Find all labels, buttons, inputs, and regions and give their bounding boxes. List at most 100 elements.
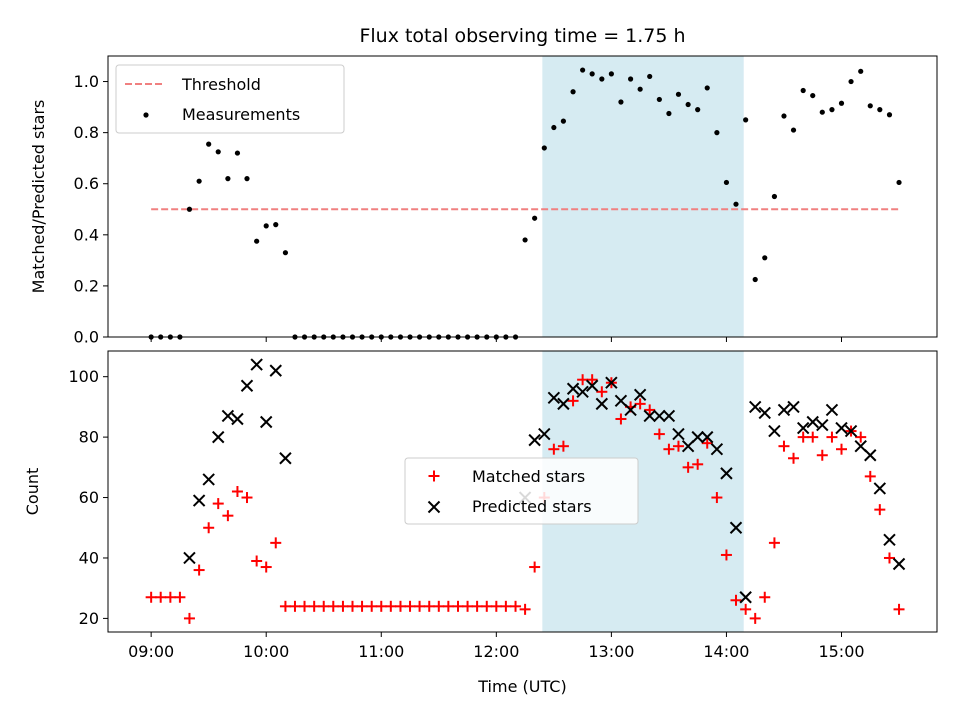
predicted-star-point (605, 376, 618, 389)
bottom-y-tick-label: 20 (79, 609, 99, 628)
bottom-y-axis-label: Count (23, 468, 42, 516)
bottom-y-ticks: 20 40 60 80 100 (68, 367, 108, 628)
matched-star-point (308, 600, 320, 612)
bottom-y-tick-label: 80 (79, 428, 99, 447)
measurement-point (886, 112, 893, 118)
legend-predicted-swatch (427, 500, 441, 514)
measurement-point (254, 238, 260, 244)
measurement-point (810, 92, 816, 99)
legend-measurements-swatch (143, 112, 149, 118)
matched-star-point (251, 555, 263, 567)
predicted-star-point (566, 382, 580, 395)
matched-star-point (720, 549, 732, 561)
x-tick-label: 13:00 (588, 642, 634, 661)
matched-star-point (241, 492, 253, 504)
matched-star-point (404, 600, 416, 612)
x-axis-label: Time (UTC) (477, 677, 566, 696)
predicted-star-point (614, 394, 628, 408)
measurement-point (896, 179, 902, 186)
predicted-star-point (240, 379, 254, 392)
matched-star-point (394, 600, 406, 612)
matched-star-point (222, 510, 234, 522)
bottom-plot-frame (107, 350, 938, 633)
legend-predicted-label: Predicted stars (472, 497, 592, 516)
measurement-point (704, 85, 710, 91)
x-tick-label: 10:00 (243, 642, 289, 661)
matched-star-point (414, 600, 426, 612)
matched-star-point (145, 591, 157, 603)
predicted-star-point (279, 452, 292, 465)
predicted-star-point (816, 418, 829, 432)
predicted-star-point (672, 427, 685, 441)
measurement-point (282, 250, 289, 256)
matched-star-point (193, 564, 205, 576)
bottom-x-ticks: 09:00 10:00 11:00 12:00 13:00 14:00 15:00 (128, 632, 865, 661)
bottom-panel: 20 40 60 80 100 09:00 10:00 11:00 12:00 13:00 14:… (23, 350, 938, 696)
matched-star-point (663, 443, 675, 455)
predicted-star-point (854, 439, 867, 453)
matched-star-point (174, 591, 186, 603)
bottom-legend: Matched stars Predicted stars (404, 457, 639, 525)
measurement-point (790, 127, 797, 133)
matched-star-point (788, 452, 800, 464)
predicted-star-point (202, 473, 215, 486)
matched-star-point (433, 600, 445, 612)
measurement-point (838, 100, 845, 106)
predicted-star-point (844, 424, 858, 438)
measurement-point (695, 107, 701, 113)
matched-star-point (557, 440, 569, 452)
measurement-point (800, 87, 806, 94)
matched-star-point (749, 612, 761, 624)
measurement-point (215, 149, 221, 155)
matched-star-point (155, 591, 167, 603)
matched-star-point (481, 600, 493, 612)
top-y-ticks: 0.0 0.2 0.4 0.6 0.8 1.0 (74, 72, 108, 347)
top-y-axis-label: Matched/Predicted stars (29, 100, 48, 294)
matched-star-point (260, 561, 272, 573)
x-tick-label: 14:00 (703, 642, 749, 661)
matched-star-point (299, 600, 311, 612)
legend-predicted-marker (427, 500, 441, 514)
measurement-point (771, 193, 778, 200)
matched-star-point (270, 537, 282, 549)
predicted-star-point (662, 409, 676, 423)
top-legend: Threshold Measurements (115, 64, 345, 134)
predicted-star-point (864, 449, 877, 462)
matched-star-point (375, 600, 387, 612)
measurement-point (206, 141, 212, 147)
measurement-point (627, 76, 634, 82)
measurement-point (675, 91, 682, 97)
measurement-point (541, 145, 547, 151)
measurement-point (273, 222, 279, 228)
predicted-star-point (221, 409, 235, 423)
predicted-star-point (710, 442, 724, 456)
predicted-star-point (250, 358, 263, 371)
predicted-star-point (748, 400, 762, 414)
matched-star-point (318, 600, 330, 612)
matched-star-point (711, 492, 723, 504)
predicted-star-point (643, 409, 656, 423)
measurement-point (637, 86, 643, 92)
predicted-star-point (633, 388, 647, 402)
measurement-point (580, 67, 586, 73)
measurement-point (733, 201, 739, 207)
top-y-tick-label: 0.4 (74, 225, 99, 244)
top-y-tick-label: 0.8 (74, 123, 99, 142)
matched-star-point (864, 470, 876, 482)
measurement-point (618, 99, 624, 105)
top-legend-box (115, 64, 345, 134)
matched-star-point (356, 600, 368, 612)
matched-star-point (366, 600, 378, 612)
predicted-star-point (259, 415, 273, 429)
matched-star-point (730, 594, 742, 606)
top-panel: 0.0 0.2 0.4 0.6 0.8 1.0 Flux total observing … (29, 25, 938, 347)
measurement-point (781, 113, 787, 119)
matched-star-point (653, 428, 665, 440)
measurement-point (858, 68, 864, 74)
matched-star-point (682, 461, 694, 473)
measurement-point (570, 89, 576, 95)
matched-star-point (644, 404, 656, 416)
bottom-legend-box (404, 457, 639, 525)
predicted-star-point (873, 482, 887, 495)
